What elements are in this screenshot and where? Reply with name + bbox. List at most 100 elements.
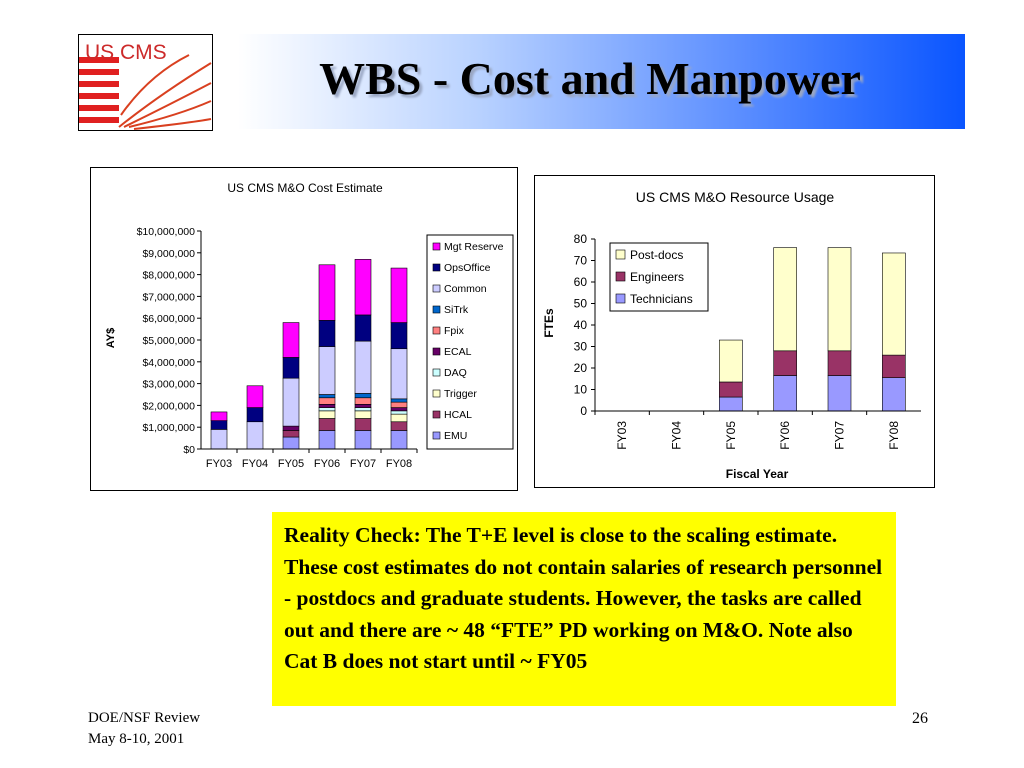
bar-segment (827, 375, 852, 412)
bar-segment (318, 346, 336, 395)
legend-label: Common (444, 283, 487, 295)
bar-segment (354, 393, 372, 399)
resource-usage-chart-svg: US CMS M&O Resource Usage FTEs Fiscal Ye… (542, 189, 921, 481)
legend-label: Engineers (630, 270, 684, 284)
bar-segment (354, 397, 372, 405)
chart-title: US CMS M&O Cost Estimate (227, 181, 383, 195)
y-tick-label: $3,000,000 (142, 379, 195, 391)
legend-swatch (432, 410, 441, 419)
bar-segment (318, 264, 336, 321)
bar-segment (246, 385, 264, 408)
resource-usage-chart: US CMS M&O Resource Usage FTEs Fiscal Ye… (534, 175, 935, 488)
page-number: 26 (912, 710, 928, 727)
bar-segment (354, 418, 372, 431)
bar-segment (282, 436, 300, 450)
legend-swatch (432, 242, 441, 251)
legend-label: ECAL (444, 346, 472, 358)
bar-segment (354, 340, 372, 394)
legend-label: DAQ (444, 367, 467, 379)
x-axis-label: Fiscal Year (726, 467, 789, 481)
y-tick-label: $0 (183, 444, 195, 456)
y-tick-label: $6,000,000 (142, 313, 195, 325)
legend-swatch (432, 368, 441, 377)
legend-swatch (432, 389, 441, 398)
legend-swatch (432, 347, 441, 356)
x-tick-label: FY03 (206, 458, 232, 470)
bar-segment (390, 348, 408, 400)
bar-segment (246, 421, 264, 450)
cost-estimate-chart: US CMS M&O Cost Estimate AY$ $0 $1,000,00… (90, 167, 518, 491)
bar-segment (390, 401, 408, 408)
bar-segment (773, 350, 797, 376)
legend (609, 242, 709, 312)
y-tick-label: $8,000,000 (142, 270, 195, 282)
bar-segment (390, 430, 408, 450)
x-tick-label: FY08 (887, 421, 901, 450)
legend-label: EMU (444, 430, 467, 442)
x-tick-label: FY07 (833, 421, 847, 450)
x-tick-label: FY05 (724, 421, 738, 450)
bar-segment (390, 322, 408, 350)
legend-swatch (615, 271, 626, 282)
x-tick-label: FY04 (242, 458, 268, 470)
bar-segment (390, 267, 408, 323)
bar-segment (210, 411, 228, 421)
title-banner (78, 34, 965, 129)
x-tick-label: FY08 (386, 458, 412, 470)
y-tick-label: 0 (580, 404, 587, 418)
y-tick-label: 50 (574, 297, 588, 311)
chart-title: US CMS M&O Resource Usage (636, 189, 835, 205)
legend-label: Fpix (444, 325, 465, 337)
bar-segment (318, 394, 336, 399)
y-tick-label: 70 (574, 254, 588, 268)
bar-segment (354, 430, 372, 450)
legend-label: HCAL (444, 409, 472, 421)
y-tick-label: $10,000,000 (137, 226, 196, 238)
bar-segment (719, 396, 743, 412)
cost-estimate-chart-svg: US CMS M&O Cost Estimate AY$ $0 $1,000,00… (105, 181, 514, 470)
legend-label: SiTrk (444, 304, 469, 316)
y-tick-label: 20 (574, 361, 588, 375)
bar-segment (773, 375, 797, 412)
bar-segment (882, 354, 906, 378)
x-tick-label: FY03 (615, 421, 629, 450)
x-tick-label: FY06 (778, 421, 792, 450)
bar-segment (354, 407, 372, 412)
logo-text: US CMS (85, 41, 167, 64)
bar-segment (318, 430, 336, 450)
bar-segment (318, 418, 336, 431)
x-tick-label: FY04 (670, 421, 684, 450)
y-tick-label: $9,000,000 (142, 248, 195, 260)
bar-segment (282, 377, 300, 427)
bar-segment (318, 410, 336, 419)
y-tick-label: $7,000,000 (142, 291, 195, 303)
bar-segment (318, 404, 336, 408)
y-tick-label: 60 (574, 275, 588, 289)
legend-swatch (432, 263, 441, 272)
y-tick-label: $2,000,000 (142, 400, 195, 412)
bar-segment (719, 381, 743, 398)
footer: DOE/NSF Review May 8-10, 2001 (88, 708, 200, 750)
y-tick-label: $4,000,000 (142, 357, 195, 369)
y-tick-label: $1,000,000 (142, 422, 195, 434)
bar-segment (282, 322, 300, 358)
reality-check-note: Reality Check: The T+E level is close to… (272, 512, 896, 706)
legend-label: OpsOffice (444, 262, 491, 274)
legend-swatch (615, 293, 626, 304)
us-cms-logo: US CMS (78, 34, 213, 131)
y-tick-label: 80 (574, 232, 588, 246)
bar-segment (318, 397, 336, 405)
legend-label: Mgt Reserve (444, 241, 504, 253)
bar-segment (282, 425, 300, 431)
bar-segment (827, 350, 852, 376)
legend-swatch (432, 305, 441, 314)
bar-segment (354, 404, 372, 408)
legend-swatch (432, 284, 441, 293)
legend-label: Technicians (630, 292, 693, 306)
footer-review-name: DOE/NSF Review (88, 710, 201, 726)
y-tick-label: 40 (574, 318, 588, 332)
bar-segment (390, 398, 408, 403)
bar-segment (318, 407, 336, 412)
bar-segment (390, 407, 408, 412)
y-tick-label: 10 (574, 383, 588, 397)
